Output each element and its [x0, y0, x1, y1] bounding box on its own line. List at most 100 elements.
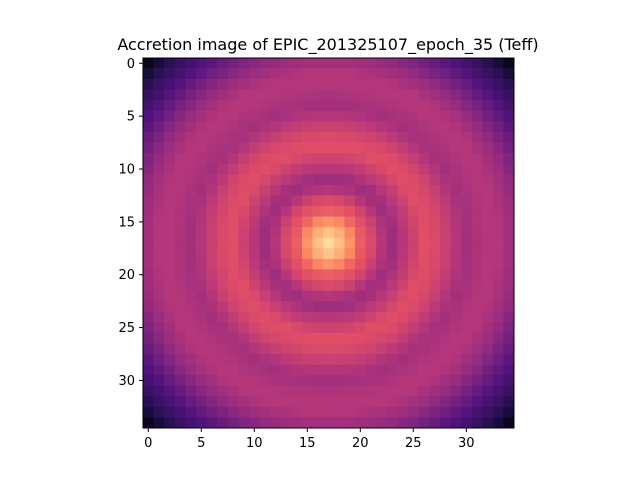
- heatmap-cell: [312, 280, 324, 291]
- heatmap-cell: [333, 184, 345, 196]
- heatmap-cell: [302, 301, 313, 313]
- heatmap-cell: [492, 354, 504, 365]
- heatmap-cell: [164, 227, 176, 239]
- heatmap-cell: [280, 406, 292, 418]
- heatmap-cell: [217, 343, 229, 355]
- heatmap-cell: [482, 311, 494, 323]
- heatmap-cell: [238, 332, 250, 344]
- heatmap-cell: [408, 68, 419, 80]
- heatmap-cell: [185, 174, 197, 186]
- heatmap-cell: [397, 68, 409, 80]
- heatmap-cell: [482, 89, 494, 101]
- heatmap-cell: [386, 237, 398, 249]
- heatmap-cell: [153, 311, 165, 323]
- heatmap-cell: [249, 396, 260, 408]
- heatmap-cell: [397, 132, 409, 143]
- heatmap-cell: [323, 79, 335, 91]
- heatmap-cell: [344, 174, 356, 186]
- heatmap-cell: [471, 184, 483, 196]
- heatmap-cell: [482, 227, 494, 239]
- heatmap-cell: [153, 332, 165, 344]
- heatmap-cell: [206, 68, 218, 80]
- heatmap-cell: [333, 216, 345, 228]
- heatmap-cell: [164, 354, 176, 365]
- heatmap-cell: [164, 258, 176, 270]
- heatmap-cell: [238, 121, 250, 133]
- heatmap-cell: [450, 110, 462, 122]
- heatmap-cell: [217, 311, 229, 323]
- heatmap-cell: [185, 311, 197, 323]
- heatmap-cell: [185, 142, 197, 154]
- heatmap-cell: [164, 311, 176, 323]
- heatmap-cell: [323, 375, 335, 387]
- heatmap-cell: [217, 258, 229, 270]
- heatmap-cell: [471, 153, 483, 165]
- heatmap-cell: [217, 332, 229, 344]
- heatmap-cell: [323, 132, 335, 143]
- heatmap-cell: [408, 58, 419, 69]
- heatmap-cell: [386, 89, 398, 101]
- heatmap-cell: [471, 280, 483, 291]
- heatmap-cell: [312, 142, 324, 154]
- heatmap-cell: [238, 68, 250, 80]
- heatmap-cell: [312, 301, 324, 313]
- heatmap-cell: [397, 174, 409, 186]
- heatmap-cell: [492, 322, 504, 334]
- heatmap-cell: [365, 332, 377, 344]
- heatmap-cell: [365, 237, 377, 249]
- heatmap-cell: [376, 89, 388, 101]
- heatmap-cell: [355, 195, 366, 207]
- heatmap-cell: [482, 216, 494, 228]
- heatmap-cell: [238, 206, 250, 217]
- heatmap-cell: [365, 110, 377, 122]
- heatmap-cell: [312, 110, 324, 122]
- heatmap-cell: [164, 195, 176, 207]
- heatmap-cell: [429, 311, 441, 323]
- heatmap-cell: [312, 417, 324, 429]
- heatmap-cell: [471, 248, 483, 260]
- heatmap-cell: [365, 100, 377, 112]
- heatmap-cell: [333, 100, 345, 112]
- heatmap-cell: [238, 58, 250, 69]
- heatmap-cell: [153, 258, 165, 270]
- heatmap-cell: [238, 322, 250, 334]
- heatmap-cell: [408, 174, 419, 186]
- heatmap-cell: [280, 375, 292, 387]
- heatmap-cell: [376, 110, 388, 122]
- heatmap-cell: [238, 406, 250, 418]
- heatmap-cell: [174, 290, 186, 302]
- heatmap-cell: [355, 258, 366, 270]
- heatmap-cell: [386, 322, 398, 334]
- heatmap-cell: [333, 58, 345, 69]
- heatmap-cell: [143, 79, 154, 91]
- heatmap-cell: [185, 354, 197, 365]
- heatmap-cell: [397, 301, 409, 313]
- heatmap-cell: [333, 417, 345, 429]
- heatmap-cell: [355, 301, 366, 313]
- heatmap-cell: [280, 290, 292, 302]
- heatmap-cell: [386, 174, 398, 186]
- heatmap-cell: [482, 396, 494, 408]
- heatmap-cell: [439, 216, 451, 228]
- heatmap-cell: [196, 322, 207, 334]
- heatmap-cell: [259, 375, 271, 387]
- heatmap-cell: [376, 311, 388, 323]
- heatmap-cell: [312, 184, 324, 196]
- heatmap-cell: [174, 184, 186, 196]
- heatmap-cell: [312, 89, 324, 101]
- heatmap-cell: [291, 280, 303, 291]
- heatmap-cell: [238, 142, 250, 154]
- heatmap-cell: [196, 227, 207, 239]
- heatmap-cell: [365, 153, 377, 165]
- heatmap-cell: [450, 206, 462, 217]
- heatmap-cell: [418, 290, 430, 302]
- heatmap-cell: [249, 68, 260, 80]
- heatmap-cell: [270, 206, 282, 217]
- heatmap-cell: [408, 89, 419, 101]
- heatmap-cell: [450, 343, 462, 355]
- heatmap-cell: [259, 89, 271, 101]
- heatmap-cell: [323, 216, 335, 228]
- heatmap-cell: [386, 290, 398, 302]
- heatmap-cell: [238, 100, 250, 112]
- heatmap-cell: [196, 68, 207, 80]
